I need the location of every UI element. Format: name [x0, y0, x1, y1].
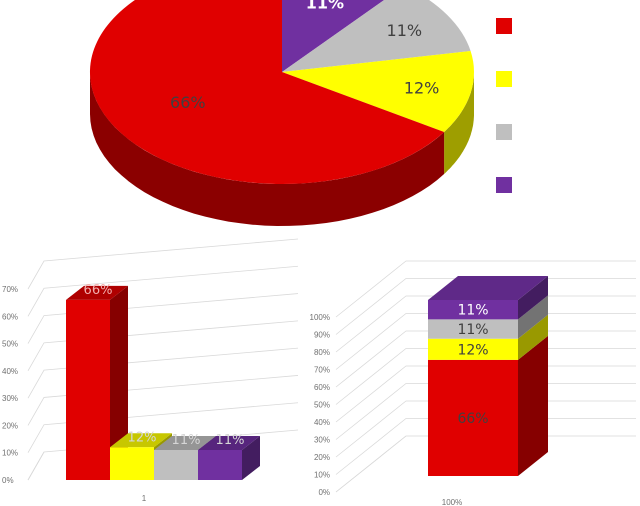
y-tick-label: 90% [314, 331, 330, 340]
clustered-bar-chart: 0% 10% 20% 30% 40% 50% 60% 70% 66% 12% 11% 11% 1 [2, 238, 299, 503]
pie-data-label: 12% [404, 79, 440, 98]
gridline [27, 375, 299, 426]
y-tick-label: 60% [2, 312, 18, 321]
axis-line [335, 435, 407, 493]
pie-data-label: 11% [387, 21, 423, 40]
legend-label: Foundation [518, 70, 613, 90]
gridline [335, 383, 636, 440]
stack-data-label: 11% [457, 322, 488, 338]
gridline [27, 238, 299, 290]
legend-swatch [496, 71, 512, 87]
bar-side [110, 285, 128, 480]
gridline [27, 320, 299, 372]
bar-side [242, 435, 260, 480]
gridline [27, 293, 299, 344]
gridline [335, 295, 636, 353]
pie-side-foundation [444, 72, 474, 174]
gridline [335, 418, 636, 475]
legend-label: Silver [518, 123, 566, 143]
pie-legend: Investment Foundation Silver Blockchain [496, 17, 615, 196]
gridline [335, 400, 636, 458]
y-tick-label: 40% [2, 367, 18, 376]
bar-top [154, 435, 216, 450]
bar-data-label: 11% [172, 433, 201, 448]
y-tick-label: 30% [2, 394, 18, 403]
legend-label: Investment [518, 17, 615, 37]
gridline [27, 402, 299, 453]
x-tick-label: 1 [142, 494, 147, 503]
stack-segment [428, 300, 518, 320]
gridline [335, 365, 636, 423]
pie-slice-blockchain [282, 0, 385, 72]
gridline [335, 260, 636, 318]
gridline [27, 347, 299, 399]
stack-side [518, 335, 548, 476]
bar [66, 299, 110, 480]
y-tick-label: 10% [314, 471, 330, 480]
bar-top [198, 435, 260, 450]
pie-slice-investment [89, 0, 445, 184]
pie-data-label: 11% [306, 0, 344, 13]
stack-data-label: 12% [457, 342, 488, 358]
stack-segment [428, 359, 518, 476]
bar-top [110, 433, 172, 448]
legend-swatch [496, 18, 512, 34]
y-tick-label: 20% [314, 453, 330, 462]
y-tick-label: 40% [314, 418, 330, 427]
y-tick-label: 10% [2, 449, 18, 458]
y-tick-label: 60% [314, 383, 330, 392]
stack-side [518, 314, 548, 360]
y-tick-label: 70% [2, 285, 18, 294]
bar-data-label: 66% [84, 283, 113, 298]
y-tick-label: 70% [314, 366, 330, 375]
y-tick-label: 50% [2, 340, 18, 349]
legend-label: Blockchain [518, 176, 610, 196]
pie-side-investment [90, 72, 445, 226]
bar [198, 449, 242, 480]
bar [110, 447, 154, 480]
stack-top [428, 276, 548, 300]
legend-swatch [496, 124, 512, 140]
pie-chart: 11% 11% 12% 66% [89, 0, 474, 226]
stack-data-label: 66% [457, 411, 488, 427]
y-tick-label: 80% [314, 348, 330, 357]
stacked-bar-chart: 0% 10% 20% 30% 40% 50% 60% 70% 80% 90% 100% 66% 12% 1… [310, 260, 636, 506]
stack-segment [428, 338, 518, 360]
gridline [335, 278, 636, 335]
bar-top [66, 285, 128, 300]
axis-line [27, 451, 45, 481]
y-tick-label: 50% [314, 401, 330, 410]
gridline [27, 265, 299, 317]
y-tick-label: 0% [318, 488, 330, 497]
y-tick-label: 20% [2, 421, 18, 430]
bar-data-label: 12% [128, 430, 157, 445]
bar [154, 449, 198, 480]
stack-side [518, 295, 548, 339]
gridline [335, 348, 636, 405]
stack-data-label: 11% [457, 303, 488, 319]
bar-data-label: 11% [216, 433, 245, 448]
pie-data-label: 66% [170, 93, 206, 112]
pie-slice-foundation [282, 51, 474, 132]
legend-swatch [496, 177, 512, 193]
pie-slice-silver [282, 0, 471, 72]
gridline [335, 330, 636, 388]
gridline [335, 313, 636, 370]
y-tick-label: 0% [2, 476, 14, 485]
y-tick-label: 30% [314, 436, 330, 445]
stack-segment [428, 319, 518, 339]
stack-side [518, 276, 548, 320]
y-tick-label: 100% [310, 313, 330, 322]
x-tick-label: 100% [442, 498, 462, 506]
